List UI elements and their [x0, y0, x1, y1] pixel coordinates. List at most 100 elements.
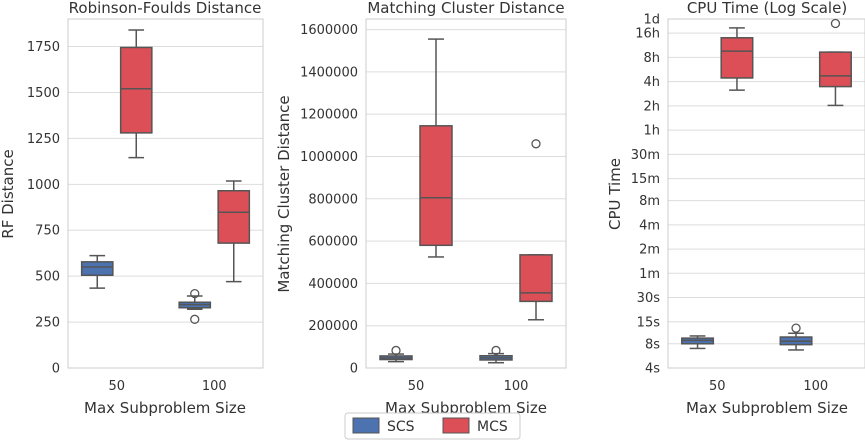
series-mcs: [419, 38, 553, 321]
outlier-point: [190, 314, 200, 324]
y-tick-label: 1000000: [300, 150, 358, 165]
box-scs-50: [681, 335, 715, 350]
box-mcs-100: [519, 139, 553, 321]
x-tick-label: 100: [803, 379, 828, 394]
series-scs: [681, 323, 813, 351]
legend-frame: [344, 412, 521, 440]
legend-swatch-scs: [352, 417, 380, 434]
y-tick-label: 500: [35, 270, 60, 285]
x-tick-labels: 50 100: [408, 379, 529, 394]
box-iqr: [818, 51, 852, 88]
legend-label-mcs: MCS: [477, 419, 508, 435]
series-scs: [379, 345, 513, 364]
y-tick-label: 2h: [643, 99, 660, 114]
x-axis-title: Max Subproblem Size: [84, 399, 246, 417]
y-tick-label: 1600000: [300, 23, 358, 38]
y-tick-label: 8s: [645, 337, 660, 352]
outlier-point: [491, 345, 501, 356]
box-mcs-50: [419, 38, 453, 258]
legend-label-scs: SCS: [387, 419, 415, 435]
legend-swatch-mcs: [442, 417, 470, 434]
y-tick-label: 8h: [643, 51, 660, 66]
box-iqr: [720, 37, 754, 79]
x-axis-title: Max Subproblem Size: [686, 399, 848, 417]
x-tick-label: 50: [108, 379, 125, 394]
plot-frame: [67, 18, 264, 369]
y-tick-label: 1400000: [300, 65, 358, 80]
y-tick-label: 4m: [639, 218, 660, 233]
plot-title: CPU Time (Log Scale): [687, 0, 847, 17]
y-tick-label: 1500: [27, 86, 60, 101]
box-scs-100: [779, 323, 813, 351]
series-scs: [80, 254, 212, 324]
y-tick-label: 400000: [308, 277, 358, 292]
x-tick-labels: 50 100: [108, 379, 226, 394]
gridlines: [668, 18, 865, 369]
outlier-point: [391, 345, 401, 356]
y-tick-label: 0: [52, 362, 60, 377]
x-tick-labels: 50 100: [709, 379, 828, 394]
box-scs-100: [479, 345, 513, 364]
box-iqr: [519, 254, 553, 303]
y-tick-label: 250: [35, 316, 60, 331]
y-tick-label: 30s: [637, 291, 661, 306]
y-tick-label: 15s: [637, 315, 661, 330]
panel-cpu-time: CPU Time (Log Scale) CPU Time Max Subpro…: [606, 0, 865, 417]
legend: SCS MCS: [344, 412, 521, 440]
y-tick-label: 15m: [631, 172, 660, 187]
plot-area: [366, 19, 566, 368]
y-tick-labels: 0 200000 400000 600000 800000 1000000 1200000 1…: [300, 23, 358, 376]
plot-frame: [667, 18, 865, 369]
box-iqr: [119, 46, 153, 134]
y-tick-label: 1200000: [300, 108, 358, 123]
box-mcs-100: [217, 180, 251, 283]
y-tick-label: 200000: [308, 319, 358, 334]
y-tick-label: 0: [350, 362, 358, 377]
outlier-point: [531, 139, 541, 149]
y-tick-label: 8m: [639, 194, 660, 209]
y-tick-label: 1750: [27, 40, 60, 55]
x-tick-label: 100: [504, 379, 529, 394]
x-tick-label: 100: [202, 379, 227, 394]
y-tick-label: 4h: [643, 75, 660, 90]
y-tick-label: 1250: [27, 132, 60, 147]
y-tick-labels: 0 250 500 750 1000 1250 1500 1750: [27, 40, 60, 376]
box-iqr: [217, 189, 251, 244]
y-tick-label: 600000: [308, 235, 358, 250]
series-mcs: [720, 18, 852, 107]
y-axis-title: RF Distance: [0, 149, 17, 238]
y-axis-title: CPU Time: [606, 158, 624, 230]
box-mcs-50: [119, 29, 153, 159]
y-axis-title: Matching Cluster Distance: [275, 95, 293, 292]
y-tick-label: 800000: [308, 192, 358, 207]
y-tick-label: 1m: [639, 267, 660, 282]
box-scs-50: [80, 254, 114, 289]
box-iqr: [80, 261, 114, 276]
panel-rf-distance: Robinson-Foulds Distance RF Distance Max…: [0, 0, 264, 417]
box-scs-50: [379, 345, 413, 363]
y-tick-label: 4s: [645, 362, 660, 377]
y-tick-label: 1d: [643, 13, 660, 28]
y-tick-label: 2m: [639, 243, 660, 258]
series-mcs: [119, 29, 251, 283]
y-tick-label: 1h: [643, 124, 660, 139]
x-tick-label: 50: [709, 379, 726, 394]
box-iqr: [419, 125, 453, 247]
y-tick-label: 16h: [635, 27, 660, 42]
x-tick-label: 50: [408, 379, 425, 394]
plot-title: Robinson-Foulds Distance: [69, 0, 262, 17]
box-scs-100: [178, 288, 212, 324]
y-tick-label: 30m: [631, 148, 660, 163]
plot-title: Matching Cluster Distance: [367, 0, 564, 17]
panel-matching-cluster-distance: Matching Cluster Distance Matching Clust…: [275, 0, 567, 417]
y-tick-label: 1000: [27, 178, 60, 193]
outlier-point: [830, 18, 841, 29]
outlier-point: [190, 288, 200, 299]
box-mcs-50: [720, 27, 754, 91]
y-tick-label: 750: [35, 224, 60, 239]
box-mcs-100: [818, 18, 852, 107]
plot-frame: [365, 18, 567, 369]
outlier-point: [791, 323, 801, 333]
